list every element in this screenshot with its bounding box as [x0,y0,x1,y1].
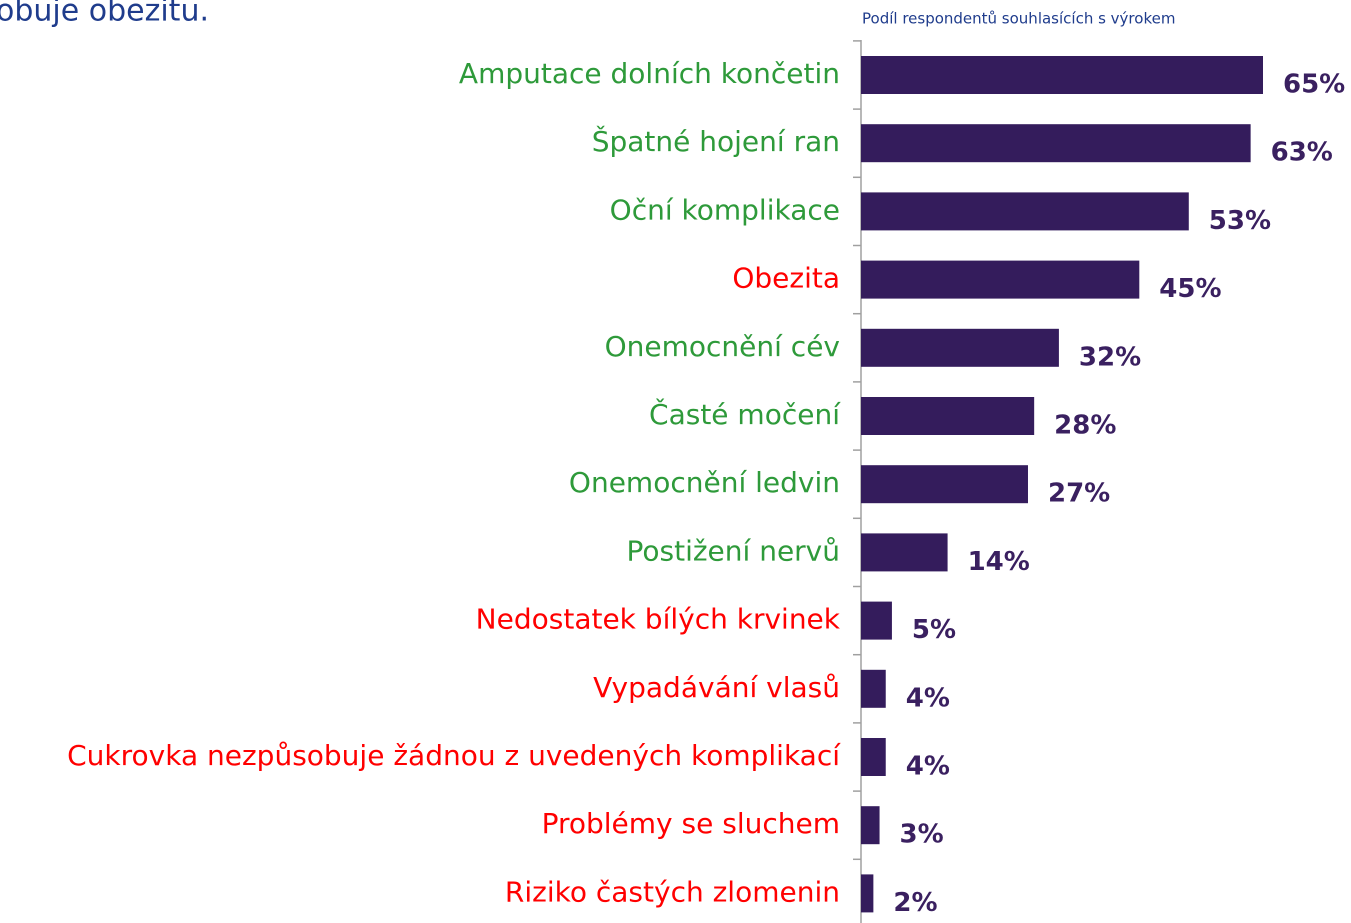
category-label: Oční komplikace [610,193,840,226]
bar [861,669,886,708]
bar [861,601,892,640]
category-label: Nedostatek bílých krvinek [476,603,841,636]
bar [861,260,1140,299]
category-label: Obezita [732,262,840,295]
bar [861,192,1189,231]
bar [861,124,1251,163]
category-label: Onemocnění cév [605,330,840,363]
bar [861,397,1035,435]
bar [861,806,880,845]
value-label: 2% [893,888,937,918]
category-label: Amputace dolních končetin [459,57,840,90]
value-label: 65% [1283,70,1345,100]
bar [861,533,948,572]
category-label: Postižení nervů [626,534,840,567]
value-label: 45% [1159,274,1221,304]
chart-title: obuje obezitu. [0,0,209,29]
value-label: 28% [1054,411,1116,441]
value-label: 14% [968,547,1030,577]
category-label: Problémy se sluchem [542,807,840,840]
value-label: 3% [900,820,944,850]
category-label: Vypadávání vlasů [593,671,840,704]
category-label: Riziko častých zlomenin [505,875,840,908]
bar [861,465,1028,504]
category-label: Onemocnění ledvin [569,466,840,499]
category-label: Špatné hojení ran [592,124,840,158]
category-label: Časté močení [649,397,841,431]
bar [861,328,1059,367]
bar [861,874,874,913]
chart-subtitle: Podíl respondentů souhlasících s výrokem [862,10,1175,28]
value-label: 4% [906,683,950,713]
value-label: 27% [1048,479,1110,509]
category-label: Cukrovka nezpůsobuje žádnou z uvedených … [67,739,841,772]
value-label: 4% [906,752,950,782]
bar [861,56,1263,94]
value-label: 32% [1079,342,1141,372]
value-label: 53% [1209,206,1271,236]
value-label: 63% [1271,138,1333,168]
bar [861,738,886,776]
value-label: 5% [912,615,956,645]
